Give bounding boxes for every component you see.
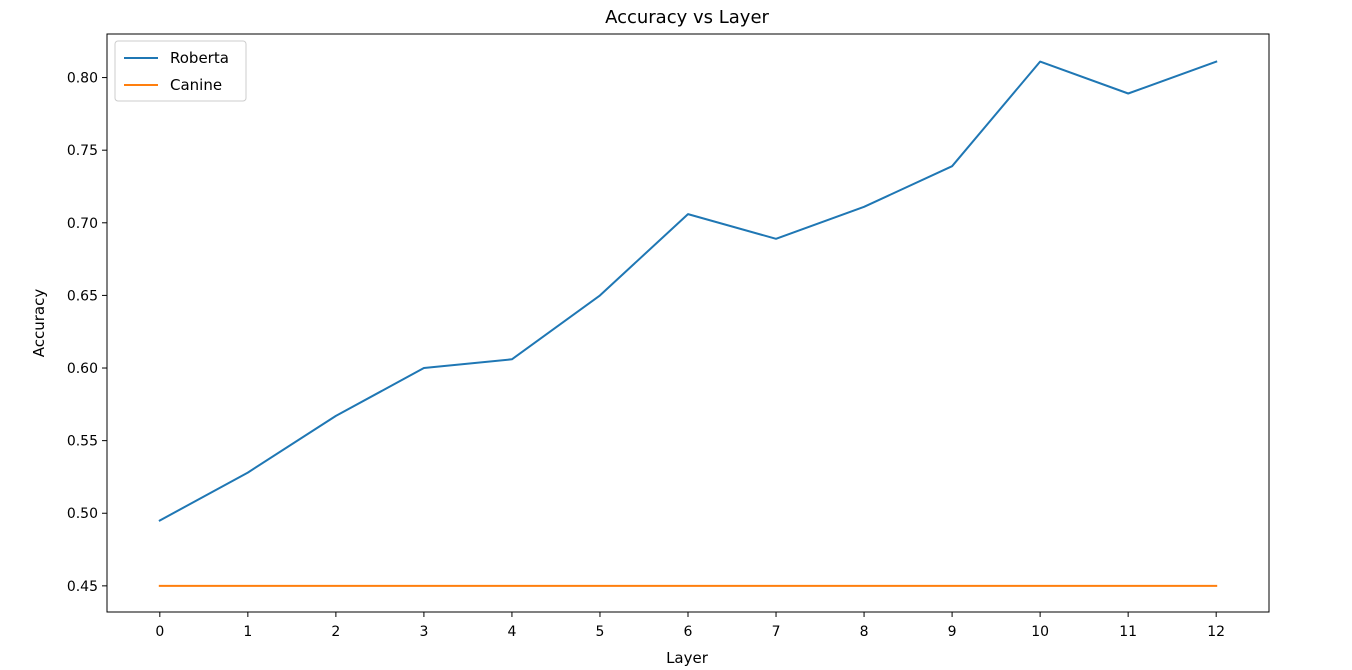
x-tick-label: 5 — [596, 624, 605, 640]
y-tick-label: 0.70 — [67, 216, 98, 232]
x-tick-label: 7 — [772, 624, 781, 640]
legend-label-roberta: Roberta — [170, 49, 229, 67]
chart-title: Accuracy vs Layer — [605, 7, 769, 28]
x-tick-label: 2 — [331, 624, 340, 640]
x-tick-label: 8 — [860, 624, 869, 640]
y-tick-label: 0.75 — [67, 143, 98, 159]
y-axis: 0.45 0.50 0.55 0.60 0.65 0.70 0.75 0.80 — [67, 71, 107, 595]
x-axis: 0 1 2 3 4 5 6 7 8 9 10 11 12 — [155, 612, 1225, 640]
x-tick-label: 4 — [507, 624, 516, 640]
x-tick-label: 0 — [155, 624, 164, 640]
x-tick-label: 10 — [1031, 624, 1049, 640]
y-tick-label: 0.50 — [67, 506, 98, 522]
x-axis-label: Layer — [666, 649, 709, 667]
plot-area — [106, 33, 1270, 613]
x-tick-label: 11 — [1119, 624, 1137, 640]
legend: Roberta Canine — [114, 40, 247, 102]
y-tick-label: 0.65 — [67, 288, 98, 304]
x-tick-label: 3 — [419, 624, 428, 640]
x-tick-label: 1 — [243, 624, 252, 640]
x-tick-label: 6 — [684, 624, 693, 640]
y-tick-label: 0.55 — [67, 434, 98, 450]
x-tick-label: 12 — [1207, 624, 1225, 640]
y-tick-label: 0.60 — [67, 361, 98, 377]
x-tick-label: 9 — [948, 624, 957, 640]
legend-label-canine: Canine — [170, 76, 222, 94]
series-layer — [158, 60, 1218, 587]
y-tick-label: 0.45 — [67, 579, 98, 595]
series-line-roberta — [158, 60, 1218, 522]
y-tick-label: 0.80 — [67, 71, 98, 87]
y-axis-label: Accuracy — [30, 289, 48, 358]
